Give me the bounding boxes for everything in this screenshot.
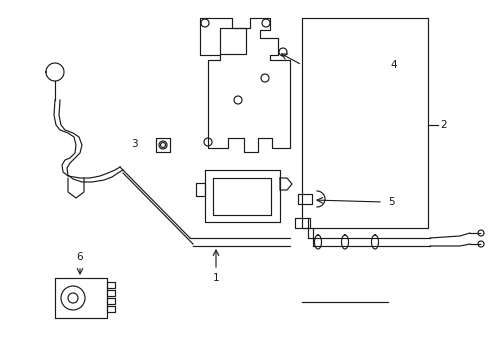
Text: 2: 2 [440,120,446,130]
Text: 4: 4 [390,60,396,70]
Text: 6: 6 [77,252,83,262]
Text: 5: 5 [388,197,394,207]
Text: 3: 3 [131,139,138,149]
Text: 1: 1 [213,273,220,283]
